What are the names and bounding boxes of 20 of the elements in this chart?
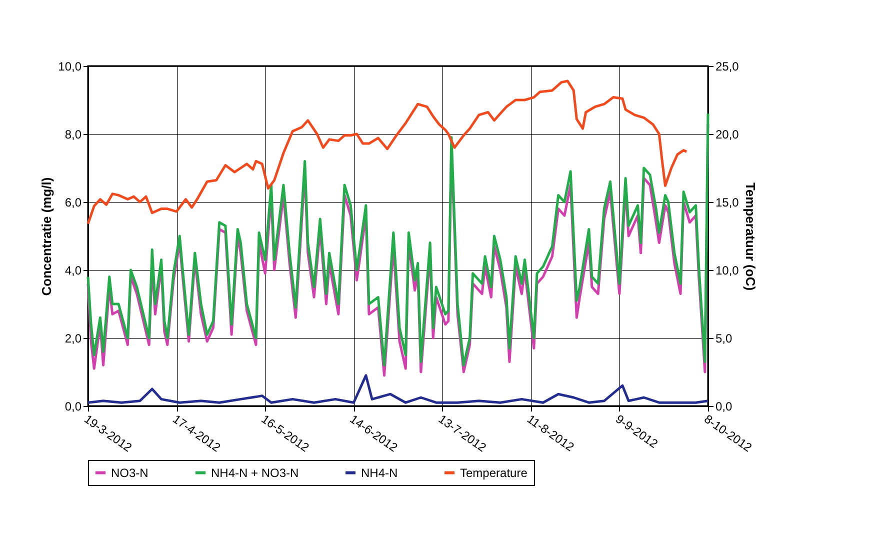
y-tick-label: 6,0 xyxy=(64,196,82,210)
y-tick-label: 0,0 xyxy=(64,400,82,414)
line-series xyxy=(86,80,688,226)
line-series xyxy=(86,374,710,404)
y2-tick-label: 0,0 xyxy=(716,400,733,414)
y-tick-label: 8,0 xyxy=(64,128,82,142)
y2-axis-title: Temperatuur (oC) xyxy=(742,182,758,291)
y-axis-title: Concentratie (mg/l) xyxy=(39,177,54,296)
legend-label: NH4-N + NO3-N xyxy=(211,466,299,480)
y2-tick-label: 5,0 xyxy=(716,332,733,346)
y-tick-label: 10,0 xyxy=(58,60,82,74)
y2-tick-label: 15,0 xyxy=(716,196,740,210)
legend-label: NH4-N xyxy=(361,466,398,480)
legend-label: NO3-N xyxy=(111,466,148,480)
y-tick-label: 4,0 xyxy=(64,264,82,278)
y2-tick-label: 25,0 xyxy=(716,60,740,74)
legend-label: Temperature xyxy=(460,466,528,480)
y-tick-label: 2,0 xyxy=(64,332,82,346)
y2-tick-label: 20,0 xyxy=(716,128,740,142)
y2-tick-label: 10,0 xyxy=(716,264,740,278)
